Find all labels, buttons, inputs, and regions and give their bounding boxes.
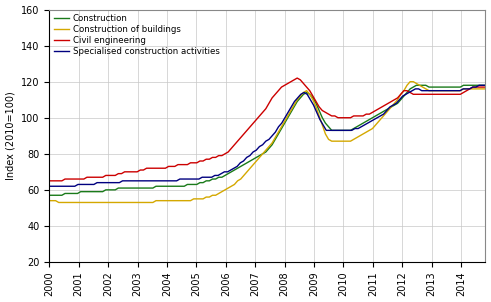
Y-axis label: Index (2010=100): Index (2010=100): [5, 92, 16, 180]
Line: Specialised construction activities: Specialised construction activities: [49, 85, 486, 186]
Specialised construction activities: [416, 87, 422, 91]
Specialised construction activities: [483, 83, 489, 87]
Construction: [479, 83, 485, 87]
Civil engineering: [72, 177, 78, 181]
Specialised construction activities: [358, 125, 364, 129]
Civil engineering: [294, 76, 300, 80]
Construction of buildings: [407, 80, 413, 83]
Construction: [413, 83, 419, 87]
Line: Civil engineering: Civil engineering: [49, 78, 486, 181]
Construction of buildings: [231, 183, 237, 186]
Construction of buildings: [266, 145, 272, 148]
Civil engineering: [46, 179, 52, 183]
Construction: [125, 186, 131, 190]
Civil engineering: [483, 85, 489, 89]
Construction: [72, 192, 78, 195]
Construction of buildings: [65, 201, 71, 204]
Construction of buildings: [128, 201, 134, 204]
Specialised construction activities: [218, 172, 224, 175]
Construction of buildings: [56, 201, 62, 204]
Specialised construction activities: [476, 83, 482, 87]
Specialised construction activities: [206, 175, 212, 179]
Specialised construction activities: [295, 96, 300, 100]
Legend: Construction, Construction of buildings, Civil engineering, Specialised construc: Construction, Construction of buildings,…: [52, 12, 221, 58]
Construction of buildings: [75, 201, 81, 204]
Civil engineering: [263, 107, 269, 111]
Construction: [62, 192, 68, 195]
Construction of buildings: [93, 201, 99, 204]
Line: Construction of buildings: Construction of buildings: [49, 82, 486, 202]
Construction of buildings: [46, 199, 52, 202]
Construction of buildings: [483, 87, 489, 91]
Line: Construction: Construction: [49, 85, 486, 195]
Construction: [90, 190, 96, 194]
Construction: [263, 150, 269, 154]
Civil engineering: [62, 177, 68, 181]
Civil engineering: [125, 170, 131, 174]
Civil engineering: [479, 85, 485, 89]
Specialised construction activities: [46, 185, 52, 188]
Specialised construction activities: [473, 85, 479, 89]
Construction: [483, 83, 489, 87]
Construction: [46, 194, 52, 197]
Civil engineering: [90, 175, 96, 179]
